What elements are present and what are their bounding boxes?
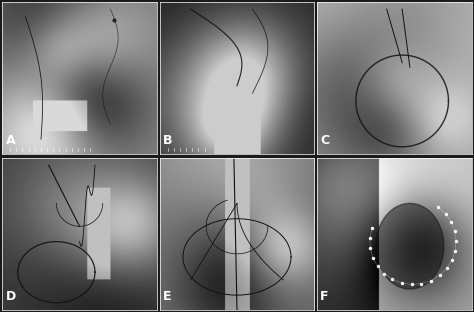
Text: B: B bbox=[163, 134, 173, 147]
Text: A: A bbox=[6, 134, 15, 147]
Text: C: C bbox=[320, 134, 329, 147]
Text: D: D bbox=[6, 290, 16, 303]
Text: F: F bbox=[320, 290, 329, 303]
Text: E: E bbox=[163, 290, 172, 303]
Polygon shape bbox=[376, 203, 444, 289]
